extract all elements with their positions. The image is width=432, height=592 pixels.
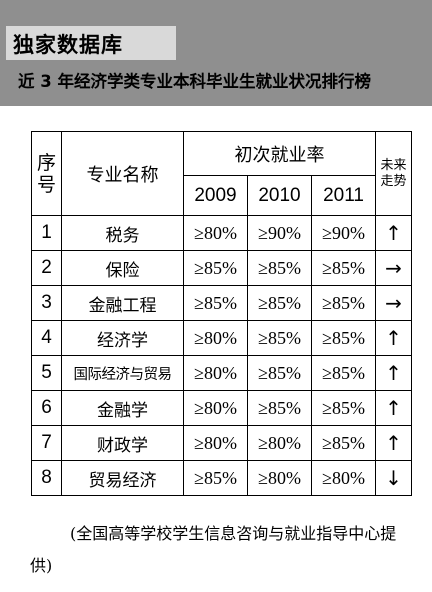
trend-arrow: ↓ [375, 460, 413, 496]
rate-2011: ≥85% [310, 425, 377, 461]
trend-header: 未来 走势 [375, 131, 413, 216]
rate-2011: ≥90% [310, 215, 377, 251]
year-header: 2010 [247, 175, 312, 216]
table-row: 1 税务 ≥80% ≥90% ≥90% ↑ [31, 215, 413, 251]
rate-2010: ≥90% [247, 215, 312, 251]
table-row: 3 金融工程 ≥85% ≥85% ≥85% → [31, 285, 413, 321]
table-row: 4 经济学 ≥80% ≥85% ≥85% ↑ [31, 320, 413, 356]
rate-2011: ≥85% [310, 250, 377, 286]
row-number: 3 [31, 285, 62, 321]
major-name: 金融工程 [61, 285, 184, 321]
rate-2010: ≥80% [247, 460, 312, 496]
year-header: 2009 [183, 175, 248, 216]
rate-2009: ≥80% [183, 425, 248, 461]
employment-rate-header: 初次就业率 [182, 131, 377, 176]
rate-2009: ≥85% [183, 460, 248, 496]
header-banner: 独家数据库 近 3 年经济学类专业本科毕业生就业状况排行榜 [0, 0, 432, 106]
row-number: 6 [31, 390, 62, 426]
rate-2011: ≥80% [310, 460, 377, 496]
rate-2010: ≥85% [247, 390, 312, 426]
rate-2010: ≥80% [247, 425, 312, 461]
rate-2009: ≥85% [183, 250, 248, 286]
rate-2009: ≥80% [183, 390, 248, 426]
source-note: (全国高等学校学生信息咨询与就业指导中心提供) [30, 524, 397, 575]
major-name: 贸易经济 [61, 460, 184, 496]
rate-2010: ≥85% [247, 355, 312, 391]
row-number: 2 [31, 250, 62, 286]
name-header: 专业名称 [61, 131, 184, 216]
page-title: 独家数据库 [13, 33, 123, 57]
table-row: 7 财政学 ≥80% ≥80% ≥85% ↑ [31, 425, 413, 461]
seq-header: 序号 [31, 131, 62, 216]
major-name: 国际经济与贸易 [61, 355, 184, 391]
row-number: 5 [31, 355, 62, 391]
page-subtitle: 近 3 年经济学类专业本科毕业生就业状况排行榜 [18, 72, 371, 91]
rate-2011: ≥85% [310, 320, 377, 356]
trend-arrow: → [375, 285, 413, 321]
trend-arrow: ↑ [375, 215, 413, 251]
rate-2011: ≥85% [310, 285, 377, 321]
major-name: 经济学 [61, 320, 184, 356]
rate-2010: ≥85% [247, 250, 312, 286]
rate-2010: ≥85% [247, 320, 312, 356]
trend-arrow: → [375, 250, 413, 286]
rate-2009: ≥80% [183, 320, 248, 356]
table-row: 6 金融学 ≥80% ≥85% ≥85% ↑ [31, 390, 413, 426]
row-number: 8 [31, 460, 62, 496]
major-name: 财政学 [61, 425, 184, 461]
year-header: 2011 [310, 175, 377, 216]
row-number: 4 [31, 320, 62, 356]
major-name: 金融学 [61, 390, 184, 426]
table-row: 2 保险 ≥85% ≥85% ≥85% → [31, 250, 413, 286]
table-row: 5 国际经济与贸易 ≥80% ≥85% ≥85% ↑ [31, 355, 413, 391]
rate-2009: ≥80% [183, 355, 248, 391]
trend-arrow: ↑ [375, 390, 413, 426]
row-number: 1 [31, 215, 62, 251]
rate-2009: ≥85% [183, 285, 248, 321]
table-row: 8 贸易经济 ≥85% ≥80% ≥80% ↓ [31, 460, 413, 496]
ranking-table: 序号 专业名称 初次就业率 未来 走势 2009 2010 2011 1 税务 ≥80… [31, 131, 413, 496]
trend-arrow: ↑ [375, 355, 413, 391]
major-name: 税务 [61, 215, 184, 251]
rate-2011: ≥85% [310, 390, 377, 426]
trend-arrow: ↑ [375, 320, 413, 356]
rate-2011: ≥85% [310, 355, 377, 391]
title-strip [6, 26, 176, 60]
major-name: 保险 [61, 250, 184, 286]
rate-2010: ≥85% [247, 285, 312, 321]
trend-arrow: ↑ [375, 425, 413, 461]
rate-2009: ≥80% [183, 215, 248, 251]
row-number: 7 [31, 425, 62, 461]
